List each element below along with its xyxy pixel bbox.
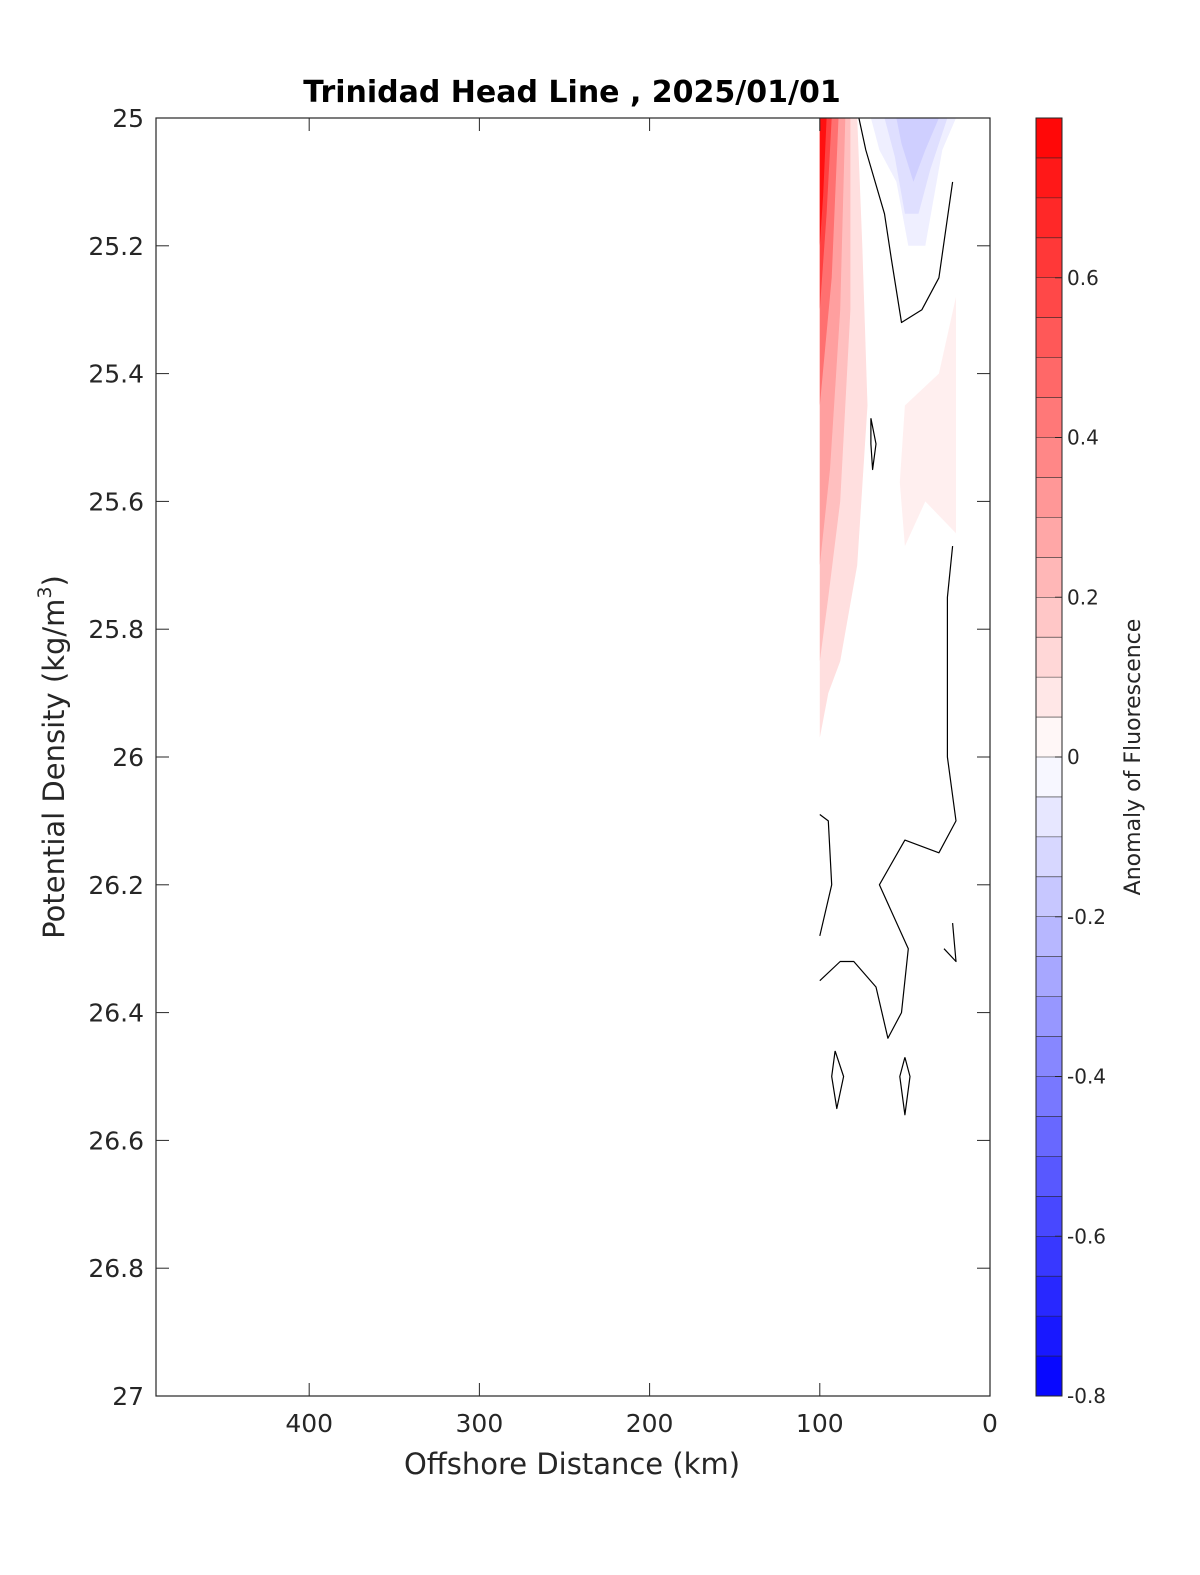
axis-ticks: [156, 117, 991, 1397]
x-tick-label: 400: [285, 1409, 333, 1438]
colorbar-band: [1036, 437, 1062, 478]
colorbar-band: [1036, 118, 1062, 159]
colorbar-band: [1036, 157, 1062, 199]
x-tick-labels: 400 300 200 100 0: [285, 1409, 998, 1438]
y-tick-label: 27: [112, 1382, 144, 1411]
colorbar-band: [1036, 557, 1062, 598]
x-axis-label: Offshore Distance (km): [404, 1447, 740, 1481]
colorbar-band: [1036, 1036, 1062, 1077]
colorbar-band: [1036, 717, 1062, 758]
colorbar-band: [1036, 1276, 1062, 1317]
anomaly-fill-layer: [819, 118, 956, 738]
colorbar-band: [1036, 1076, 1062, 1117]
y-axis-label-close: ): [37, 575, 71, 586]
colorbar-band: [1036, 836, 1062, 878]
zero-contour-line: [858, 117, 954, 324]
colorbar-band: [1036, 237, 1062, 279]
colorbar-tick-label: -0.6: [1067, 1224, 1106, 1248]
zero-contour-line: [870, 418, 877, 471]
zero-contour-line: [943, 923, 957, 963]
chart-title: Trinidad Head Line , 2025/01/01: [303, 75, 840, 110]
colorbar-band: [1036, 757, 1062, 798]
y-tick-label: 25: [112, 104, 144, 133]
colorbar-band: [1036, 1316, 1062, 1357]
colorbar-band: [1036, 197, 1062, 239]
y-tick-label: 26: [112, 743, 144, 772]
colorbar-band: [1036, 1196, 1062, 1237]
colorbar-frame: [1035, 117, 1063, 1397]
zero-contour-line: [831, 1050, 845, 1110]
zero-contour-layer: [819, 117, 957, 1116]
colorbar-tick-label: -0.4: [1067, 1065, 1106, 1089]
colorbar-tick-label: 0.4: [1067, 426, 1099, 450]
colorbar-band: [1036, 1156, 1062, 1197]
y-axis-label: Potential Density (kg/m3): [34, 575, 71, 939]
colorbar-tick-label: 0: [1067, 745, 1080, 769]
colorbar-tick-label: -0.8: [1067, 1384, 1106, 1408]
zero-contour-line: [819, 546, 957, 1039]
plot-area: [155, 117, 991, 1397]
colorbar-tick-label: -0.2: [1067, 905, 1106, 929]
y-tick-label: 25.2: [88, 232, 144, 261]
y-axis-label-superscript: 3: [34, 586, 56, 598]
colorbar-band: [1036, 637, 1062, 678]
plot-background: [156, 118, 990, 1396]
positive-anomaly-region: [819, 118, 827, 246]
x-tick-label: 0: [982, 1409, 998, 1438]
colorbar-band: [1036, 517, 1062, 558]
y-tick-label: 25.6: [88, 487, 144, 516]
colorbar-band: [1036, 357, 1062, 398]
x-tick-label: 100: [796, 1409, 844, 1438]
colorbar-band: [1036, 876, 1062, 918]
colorbar-band: [1036, 397, 1062, 438]
y-axis-label-main: Potential Density (kg/m: [37, 599, 71, 939]
y-tick-labels: 25 25.2 25.4 25.6 25.8 26 26.2 26.4 26.6 26.8 27: [88, 104, 144, 1411]
x-tick-label: 300: [456, 1409, 504, 1438]
colorbar-band: [1036, 916, 1062, 957]
colorbar-band: [1036, 597, 1062, 638]
zero-contour-line: [819, 814, 833, 937]
x-tick-label: 200: [626, 1409, 674, 1438]
y-tick-label: 26.2: [88, 871, 144, 900]
y-tick-label: 25.8: [88, 615, 144, 644]
colorbar-band: [1036, 1236, 1062, 1277]
colorbar-band: [1036, 1116, 1062, 1157]
positive-anomaly-region: [899, 296, 956, 547]
colorbar: 0.6 0.4 0.2 0 -0.2 -0.4 -0.6 -0.8: [1035, 117, 1106, 1408]
colorbar-band: [1036, 1356, 1062, 1397]
colorbar-label: Anomaly of Fluorescence: [1121, 619, 1146, 896]
y-tick-label: 26.6: [88, 1126, 144, 1155]
colorbar-band: [1036, 277, 1062, 318]
zero-contour-line: [899, 1057, 911, 1116]
colorbar-band: [1036, 956, 1062, 997]
colorbar-bands: [1036, 118, 1062, 1397]
colorbar-band: [1036, 796, 1062, 838]
colorbar-band: [1036, 677, 1062, 718]
colorbar-tick-label: 0.2: [1067, 585, 1099, 609]
y-tick-label: 26.8: [88, 1254, 144, 1283]
negative-anomaly-region: [896, 118, 939, 182]
y-tick-label: 26.4: [88, 999, 144, 1028]
colorbar-band: [1036, 477, 1062, 518]
colorbar-ticks: 0.6 0.4 0.2 0 -0.2 -0.4 -0.6 -0.8: [1055, 266, 1106, 1408]
colorbar-tick-label: 0.6: [1067, 266, 1099, 290]
colorbar-band: [1036, 996, 1062, 1037]
y-tick-label: 25.4: [88, 360, 144, 389]
colorbar-band: [1036, 317, 1062, 358]
